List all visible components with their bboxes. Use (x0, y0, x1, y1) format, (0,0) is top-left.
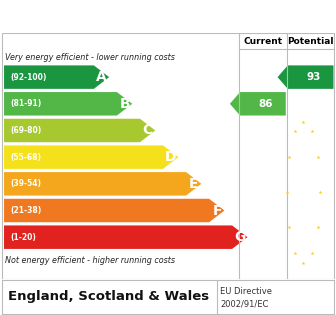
Text: D: D (165, 150, 177, 164)
Text: C: C (143, 123, 153, 137)
Polygon shape (230, 92, 286, 116)
Text: (21-38): (21-38) (10, 206, 41, 215)
Polygon shape (4, 119, 155, 142)
Text: E: E (189, 177, 199, 191)
Text: Current: Current (243, 37, 283, 46)
Polygon shape (4, 199, 224, 222)
Polygon shape (4, 146, 178, 169)
Text: Potential: Potential (287, 37, 334, 46)
Text: 86: 86 (259, 99, 273, 109)
Text: Energy Efficiency Rating: Energy Efficiency Rating (10, 9, 232, 24)
Text: England, Scotland & Wales: England, Scotland & Wales (8, 290, 210, 303)
Polygon shape (4, 226, 247, 249)
Polygon shape (4, 66, 109, 89)
Polygon shape (278, 66, 333, 89)
Text: (55-68): (55-68) (10, 153, 41, 162)
Polygon shape (4, 92, 132, 116)
Text: A: A (96, 70, 107, 84)
Text: B: B (120, 97, 130, 111)
Text: Not energy efficient - higher running costs: Not energy efficient - higher running co… (5, 256, 175, 265)
Text: (1-20): (1-20) (10, 233, 36, 242)
Text: 93: 93 (306, 72, 321, 82)
Text: F: F (212, 203, 222, 217)
Text: 2002/91/EC: 2002/91/EC (220, 300, 268, 309)
Text: EU Directive: EU Directive (220, 287, 272, 296)
Polygon shape (4, 172, 201, 196)
Text: (92-100): (92-100) (10, 73, 46, 82)
Text: (81-91): (81-91) (10, 99, 41, 108)
Text: G: G (235, 230, 246, 244)
Text: (69-80): (69-80) (10, 126, 41, 135)
Text: (39-54): (39-54) (10, 179, 41, 188)
Text: Very energy efficient - lower running costs: Very energy efficient - lower running co… (5, 53, 175, 62)
